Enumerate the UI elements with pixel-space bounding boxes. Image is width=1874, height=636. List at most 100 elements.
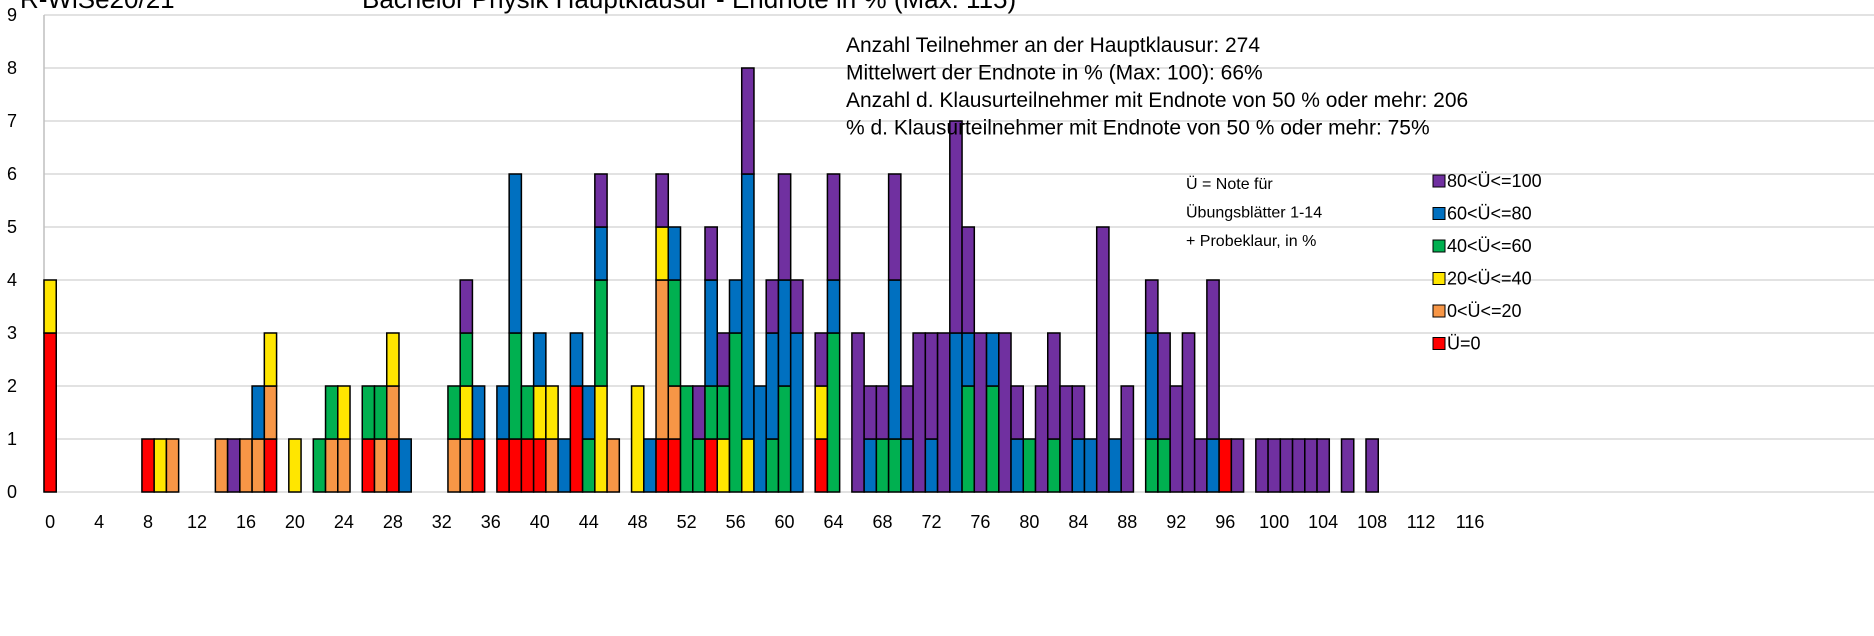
x-tick-label: 80 <box>1019 512 1039 532</box>
bar-segment <box>239 438 253 493</box>
bar-segment <box>251 385 266 440</box>
bar-segment <box>532 438 547 493</box>
bar-segment <box>961 226 976 334</box>
bar-segment <box>545 385 559 440</box>
bar-segment <box>1022 438 1037 493</box>
bar-segment <box>263 385 278 440</box>
bar-segment <box>863 385 878 440</box>
bar-segment <box>508 173 523 334</box>
y-tick-label: 6 <box>7 164 17 184</box>
bar-segment <box>214 438 229 493</box>
bar-segment <box>1083 438 1098 493</box>
legend-label: 40<Ü<=60 <box>1447 236 1532 256</box>
bar-segment <box>594 279 608 387</box>
bar-segment <box>288 438 302 493</box>
x-tick-label: 28 <box>383 512 403 532</box>
bar-segment <box>447 438 461 493</box>
bar-segment <box>1193 438 1208 493</box>
bar-segment <box>312 438 327 493</box>
bar-segment <box>814 332 829 387</box>
x-tick-label: 4 <box>94 512 104 532</box>
bar-segment <box>263 332 278 387</box>
legend-label: 0<Ü<=20 <box>1447 301 1522 321</box>
bar-segment <box>43 332 57 493</box>
legend-swatch <box>1432 207 1446 220</box>
bar-segment <box>704 226 718 281</box>
y-tick-label: 9 <box>7 5 17 25</box>
bar-segment <box>765 279 780 334</box>
bar-segment <box>679 385 694 493</box>
bar-segment <box>337 438 351 493</box>
bar-segment <box>740 438 755 493</box>
bar-segment <box>1206 438 1220 493</box>
chart-title: Bachelor Physik Hauptklausur - Endnote i… <box>362 0 1016 14</box>
bar-segment <box>532 385 547 440</box>
x-tick-label: 84 <box>1068 512 1088 532</box>
x-tick-label: 64 <box>824 512 844 532</box>
bar-segment <box>1255 438 1269 493</box>
bar-segment <box>1157 332 1171 440</box>
bar-segment <box>655 279 670 440</box>
legend-note: Übungsblätter 1-14 <box>1186 204 1322 222</box>
bar-segment <box>324 438 339 493</box>
bar-segment <box>508 438 523 493</box>
bar-segment <box>704 438 718 493</box>
bar-segment <box>385 438 400 493</box>
x-tick-label: 116 <box>1456 512 1485 532</box>
bar-segment <box>961 332 976 387</box>
bar-segment <box>459 332 474 387</box>
bar-segment <box>1034 385 1049 493</box>
bar-segment <box>337 385 351 440</box>
bar-segment <box>1071 385 1086 440</box>
bar-segment <box>1071 438 1086 493</box>
bar-segment <box>496 385 510 440</box>
legend-swatch <box>1432 174 1446 188</box>
bar-segment <box>1157 438 1171 493</box>
x-tick-label: 36 <box>481 512 501 532</box>
bar-segment <box>1230 438 1245 493</box>
x-tick-label: 72 <box>921 512 941 532</box>
x-tick-label: 44 <box>579 512 599 532</box>
bar-segment <box>459 385 474 440</box>
bar-segment <box>814 438 829 493</box>
x-tick-label: 96 <box>1215 512 1235 532</box>
bar-segment <box>385 385 400 440</box>
bar-segment <box>459 438 474 493</box>
bar-segment <box>373 385 388 440</box>
bar-segment <box>447 385 461 440</box>
x-tick-label: 112 <box>1407 512 1436 532</box>
bar-segment <box>716 385 731 440</box>
bar-segment <box>912 332 927 493</box>
bar-segment <box>985 385 1000 493</box>
x-tick-label: 48 <box>628 512 648 532</box>
bar-segment <box>1144 279 1159 334</box>
x-tick-label: 16 <box>236 512 256 532</box>
x-tick-label: 52 <box>677 512 697 532</box>
bar-segment <box>324 385 339 440</box>
bar-segment <box>1046 332 1061 440</box>
annotation: Mittelwert der Endnote in % (Max: 100): … <box>846 62 1263 85</box>
bar-segment <box>594 226 608 281</box>
bar-segment <box>667 385 682 440</box>
y-tick-label: 7 <box>7 111 17 131</box>
bar-segment <box>777 279 792 387</box>
x-tick-label: 8 <box>143 512 153 532</box>
bar-segment <box>263 438 278 493</box>
bar-segment <box>826 279 841 334</box>
bar-segment <box>667 226 682 281</box>
bar-segment <box>569 332 584 387</box>
bar-segment <box>1267 438 1282 493</box>
bar-segment <box>471 438 486 493</box>
x-tick-label: 108 <box>1357 512 1387 532</box>
bar-segment <box>594 173 608 228</box>
bar-segment <box>1108 438 1122 493</box>
legend-note: Ü = Note für <box>1186 175 1273 193</box>
bar-segment <box>630 385 645 493</box>
y-tick-label: 2 <box>7 376 17 396</box>
bar-segment <box>1010 385 1025 440</box>
annotation: % d. Klausurteilnehmer mit Endnote von 5… <box>846 117 1430 140</box>
bar-segment <box>949 120 963 334</box>
bar-segment <box>1206 279 1220 440</box>
bar-segment <box>459 279 474 334</box>
